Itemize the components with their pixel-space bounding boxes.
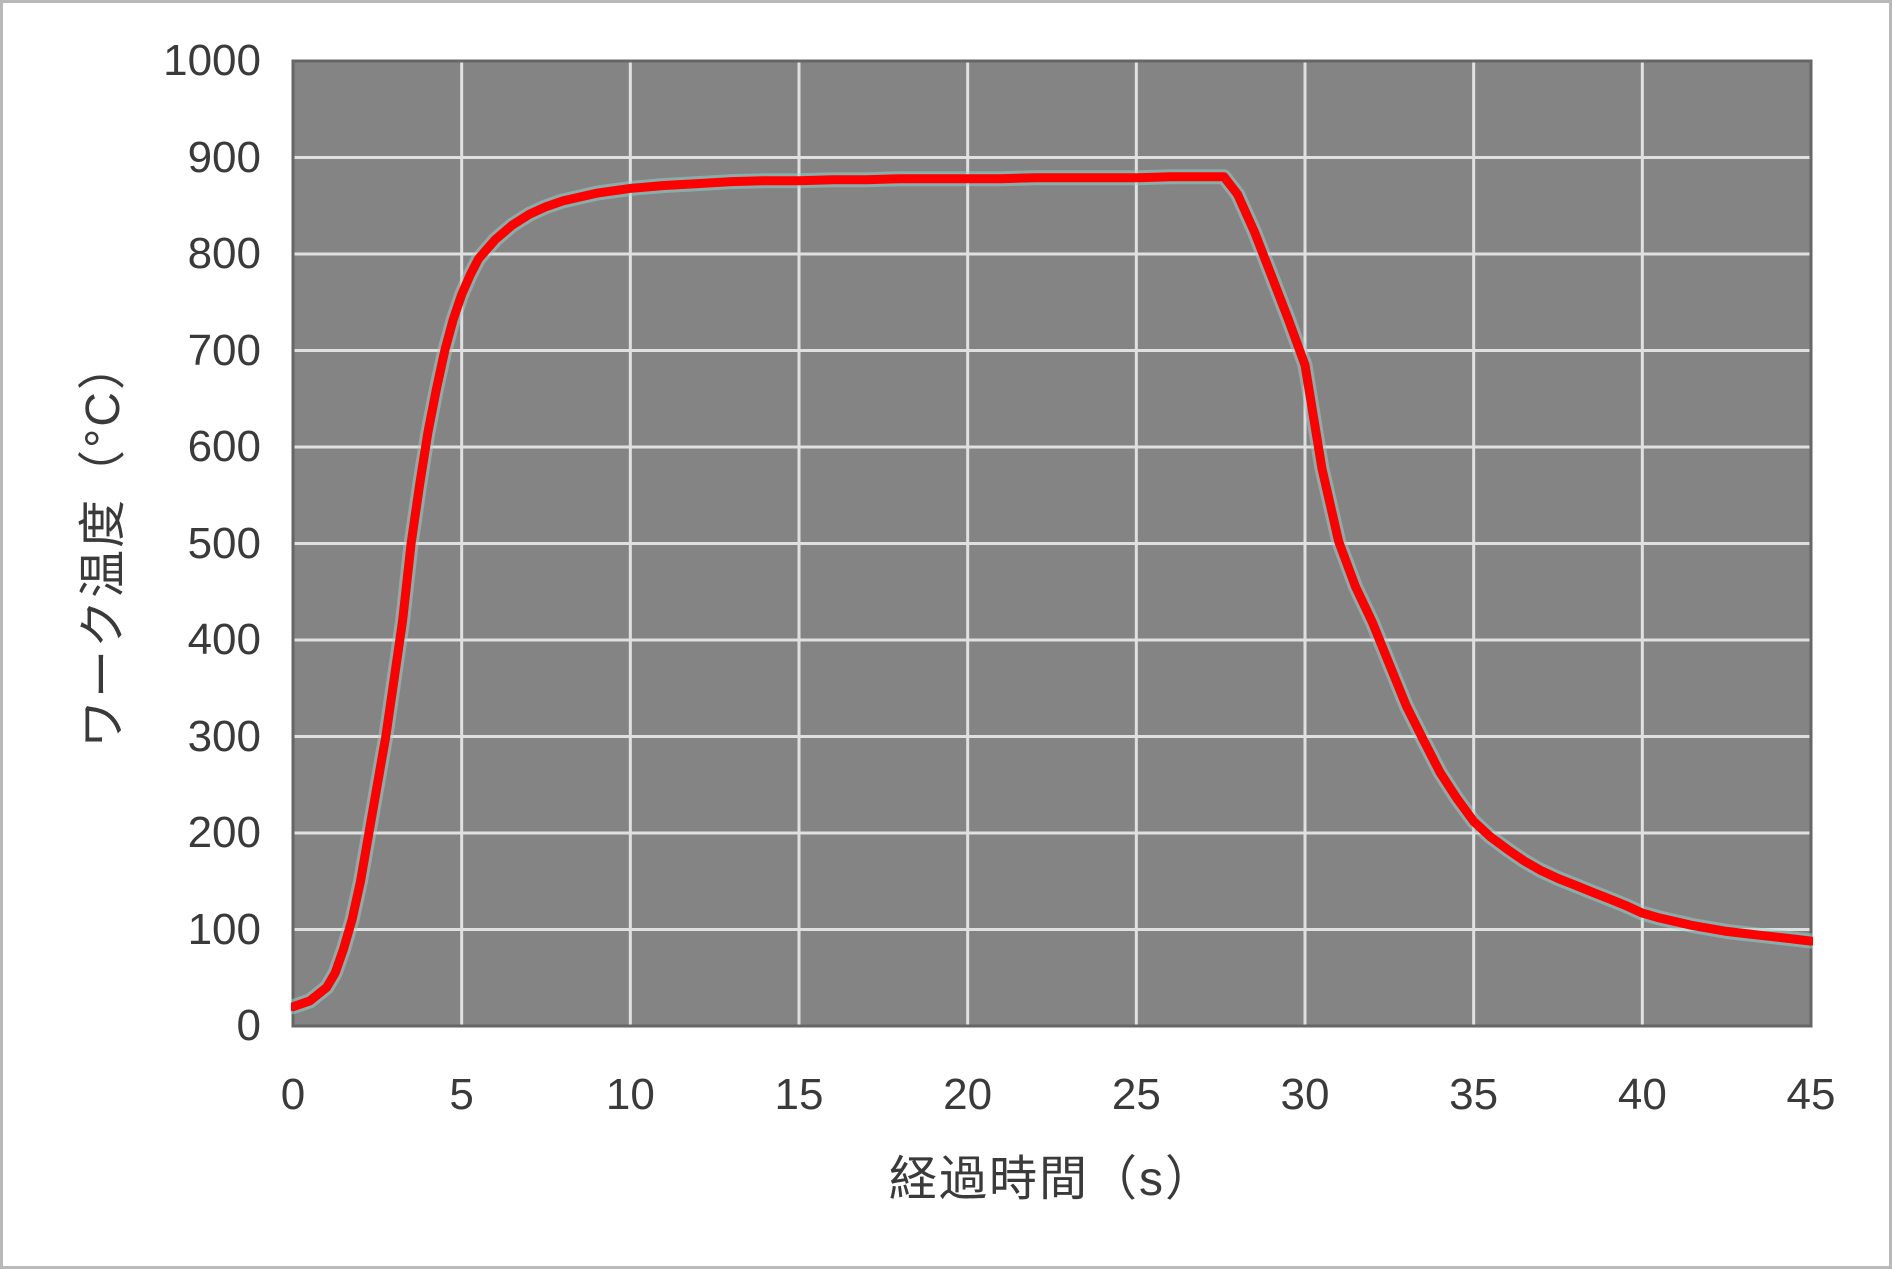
y-tick-label: 1000 [163,36,261,85]
plot-border [291,59,1813,1028]
x-tick-label: 5 [449,1070,474,1119]
y-tick-label: 600 [187,422,261,471]
y-tick-label: 300 [187,711,261,761]
y-tick-label: 0 [236,1001,261,1050]
y-tick-label: 200 [187,808,261,857]
x-tick-label: 15 [774,1070,824,1119]
x-tick-label: 40 [1617,1070,1667,1119]
x-tick-label: 45 [1786,1070,1836,1119]
x-tick-label: 10 [605,1070,655,1119]
x-tick-label: 25 [1111,1070,1161,1119]
x-axis-title: 経過時間（s） [888,1153,1216,1206]
x-tick-label: 0 [280,1070,306,1119]
y-tick-label: 900 [187,132,261,182]
y-axis-title: ワーク温度（°C） [77,340,130,748]
temperature-curve [291,172,1813,1012]
x-tick-label: 35 [1449,1070,1499,1119]
y-tick-label: 800 [187,229,261,278]
line-chart [291,59,1813,1028]
y-tick-label: 100 [187,904,261,954]
y-tick-label: 400 [187,615,261,664]
x-tick-label: 20 [943,1070,993,1119]
y-tick-label: 500 [187,518,261,568]
x-tick-label: 30 [1280,1070,1330,1119]
y-tick-label: 700 [187,325,261,375]
